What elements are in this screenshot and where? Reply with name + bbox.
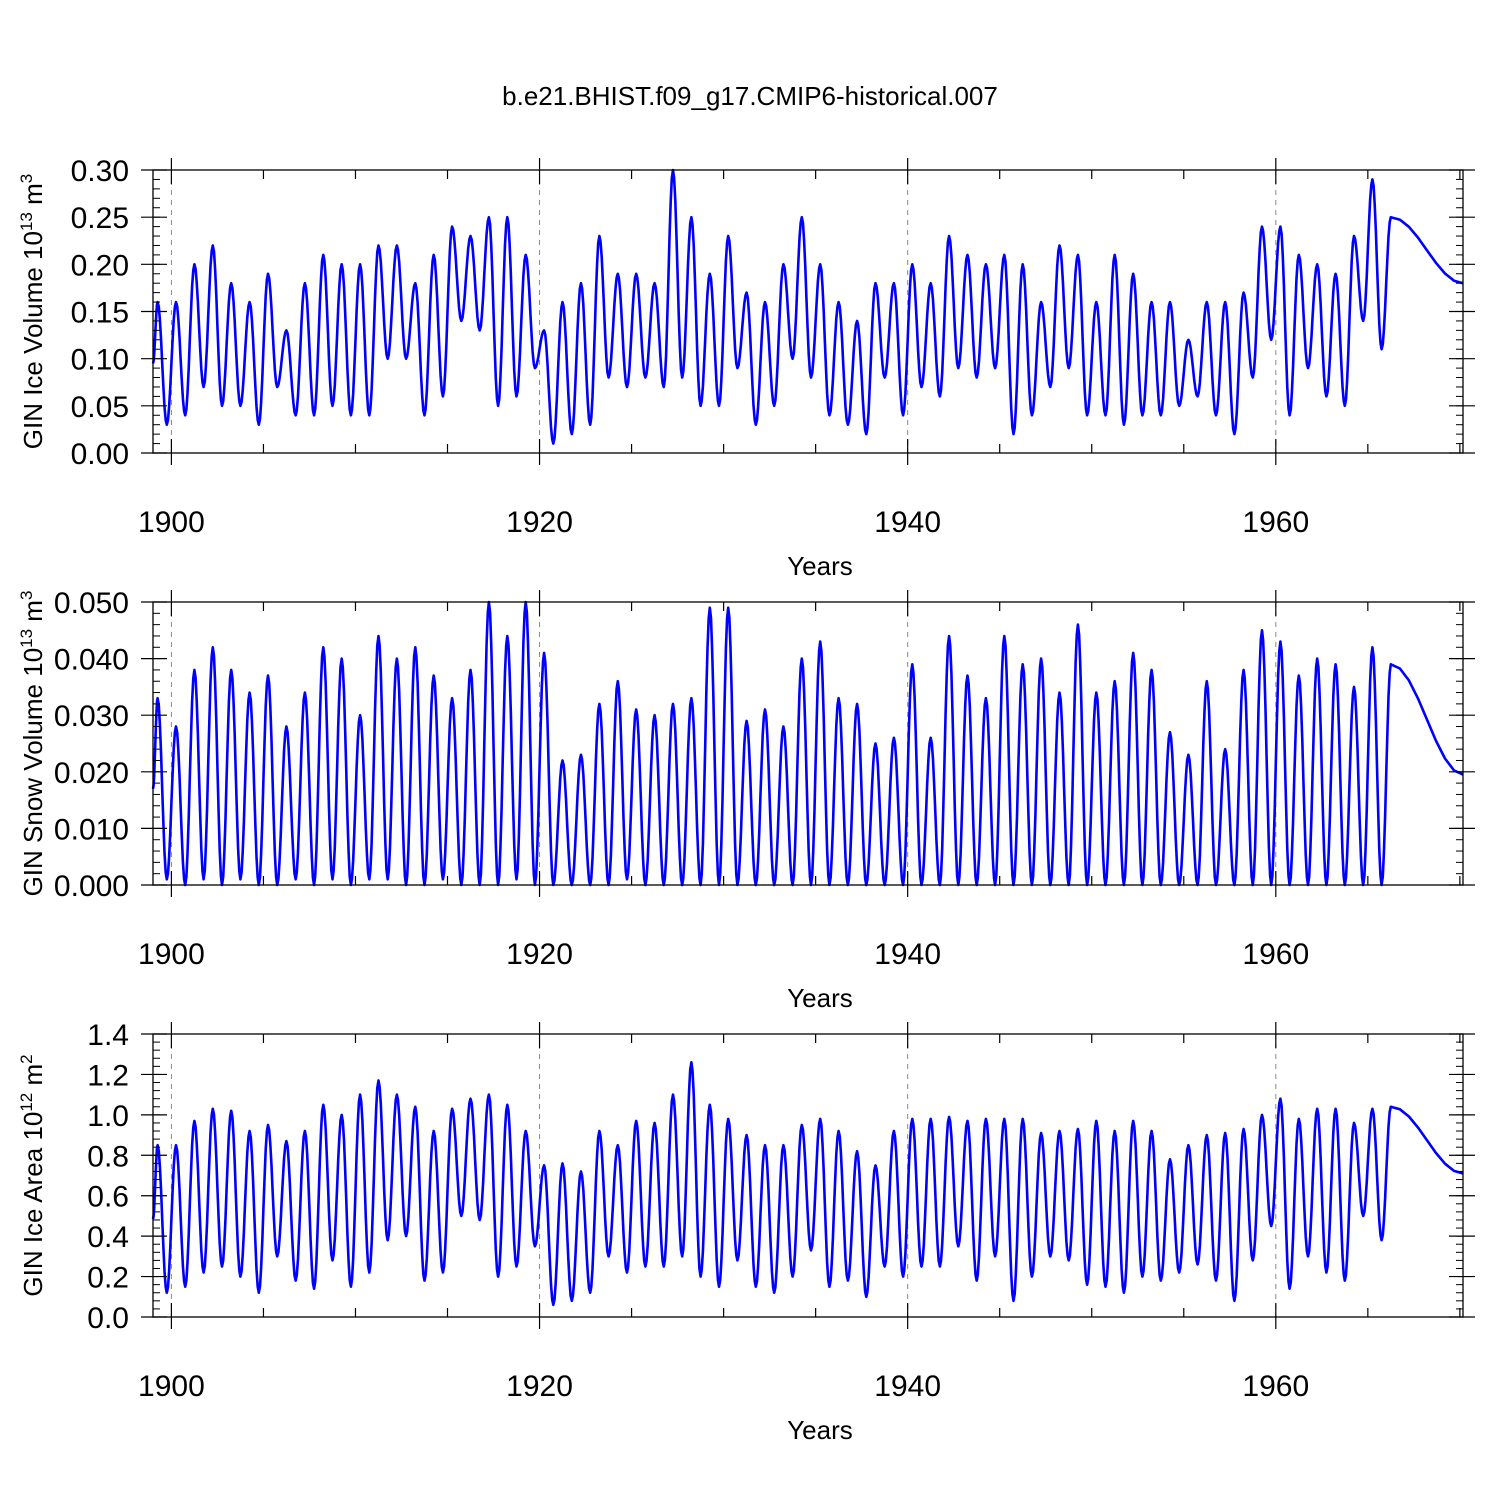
xtick-label: 1960: [1242, 506, 1309, 539]
xtick-label: 1900: [138, 1370, 205, 1403]
ytick-label: 0.6: [87, 1181, 129, 1214]
ytick-label: 1.4: [87, 1019, 129, 1052]
ytick-label: 0.4: [87, 1221, 129, 1254]
ytick-label: 0.0: [87, 1302, 129, 1335]
xtick-label: 1940: [874, 938, 941, 971]
y-axis-label: GIN Ice Area 1012 m2: [17, 1054, 48, 1296]
ytick-label: 0.050: [54, 587, 129, 620]
x-axis-label: Years: [787, 551, 853, 581]
ytick-label: 0.030: [54, 700, 129, 733]
ytick-label: 0.15: [71, 297, 129, 330]
plot-frame-3: [152, 1033, 1464, 1318]
xtick-label: 1900: [138, 506, 205, 539]
ytick-label: 0.2: [87, 1262, 129, 1295]
xtick-label: 1940: [874, 1370, 941, 1403]
xtick-label: 1920: [506, 506, 573, 539]
series-line-2: [151, 600, 1464, 887]
ytick-label: 0.10: [71, 344, 129, 377]
xtick-label: 1940: [874, 506, 941, 539]
xtick-label: 1920: [506, 938, 573, 971]
y-axis-label: GIN Ice Volume 1013 m3: [17, 174, 48, 450]
xtick-label: 1900: [138, 938, 205, 971]
series-line-3: [151, 1061, 1464, 1307]
panel-2: 0.000 0.010 0.020 0.030 0.040 0.050 1900 1920 19…: [17, 587, 1475, 1013]
ytick-label: 0.000: [54, 870, 129, 903]
ytick-label: 0.20: [71, 249, 129, 282]
ytick-label: 0.010: [54, 813, 129, 846]
ytick-label: 0.040: [54, 644, 129, 677]
x-axis-label: Years: [787, 983, 853, 1013]
ytick-label: 0.8: [87, 1140, 129, 1173]
xtick-label: 1960: [1242, 1370, 1309, 1403]
plot-frame-2: [152, 601, 1464, 886]
ytick-label: 1.2: [87, 1059, 129, 1092]
ytick-label: 0.30: [71, 155, 129, 188]
ytick-label: 1.0: [87, 1100, 129, 1133]
xtick-label: 1960: [1242, 938, 1309, 971]
panel-1: 0.00 0.05 0.10 0.15 0.20 0.25 0.30 1900 1920 1940…: [17, 155, 1475, 581]
ytick-label: 0.020: [54, 757, 129, 790]
figure-title: b.e21.BHIST.f09_g17.CMIP6-historical.007: [502, 81, 998, 111]
panel-3: 0.0 0.2 0.4 0.6 0.8 1.0 1.2 1.4 1900 1920 1940 1960…: [17, 1019, 1475, 1445]
series-line-1: [151, 168, 1464, 445]
ytick-label: 0.00: [71, 438, 129, 471]
y-axis-label: GIN Snow Volume 1013 m3: [17, 591, 48, 897]
x-axis-label: Years: [787, 1415, 853, 1445]
panels: 0.00 0.05 0.10 0.15 0.20 0.25 0.30 1900 1920 1940…: [17, 155, 1475, 1445]
ytick-label: 0.05: [71, 391, 129, 424]
ytick-label: 0.25: [71, 202, 129, 235]
xtick-label: 1920: [506, 1370, 573, 1403]
